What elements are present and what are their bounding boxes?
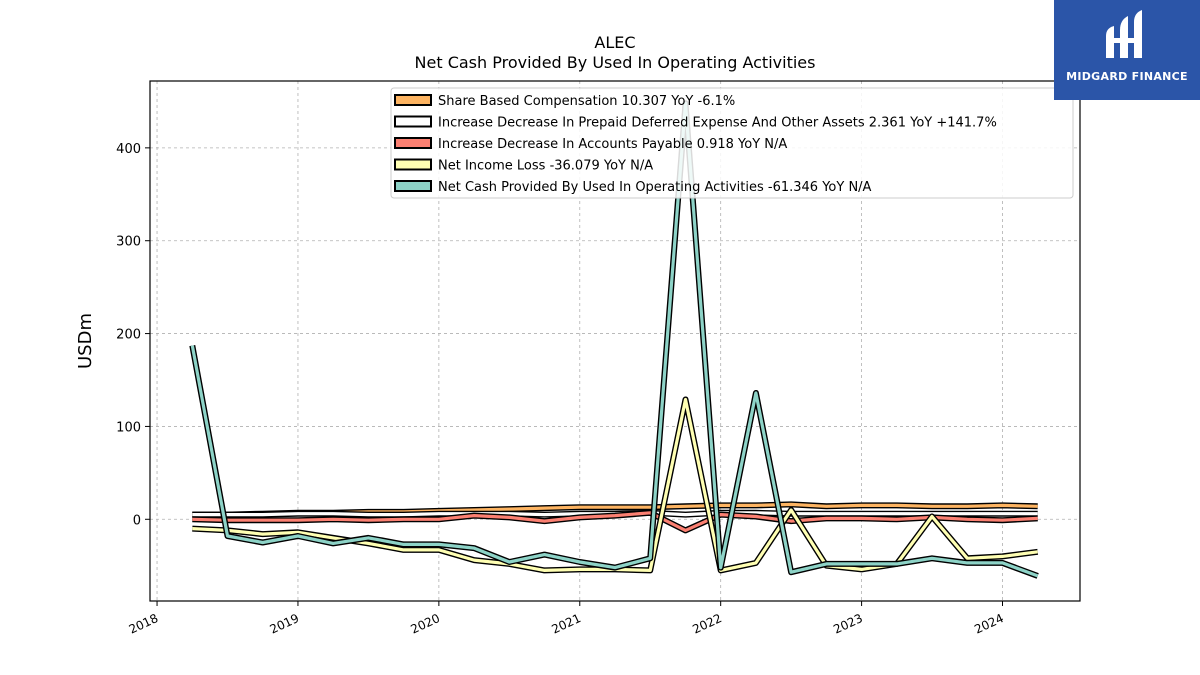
legend-swatch	[394, 137, 432, 149]
brand-logo: MIDGARD FINANCE	[1054, 0, 1200, 100]
chart-title: ALEC	[594, 33, 635, 52]
legend-swatch	[394, 158, 432, 171]
y-tick-label: 400	[116, 142, 141, 157]
x-tick-label: 2021	[549, 611, 583, 637]
y-tick-label: 100	[116, 420, 141, 435]
logo-text: MIDGARD FINANCE	[1066, 70, 1188, 83]
series-line-2	[192, 511, 1038, 533]
legend-swatch	[394, 180, 432, 192]
series-lines	[189, 100, 1039, 579]
legend-label: Net Cash Provided By Used In Operating A…	[438, 180, 872, 195]
legend: Share Based Compensation 10.307 YoY -6.1…	[390, 87, 1074, 199]
legend-label: Increase Decrease In Accounts Payable 0.…	[438, 137, 787, 152]
legend-label: Increase Decrease In Prepaid Deferred Ex…	[438, 116, 997, 131]
y-tick-label: 0	[133, 513, 141, 528]
x-tick-label: 2023	[831, 611, 865, 637]
legend-label: Net Income Loss -36.079 YoY N/A	[438, 159, 653, 174]
legend-swatch	[394, 94, 432, 106]
x-tick-label: 2018	[127, 611, 161, 637]
y-axis: 0 100 200 300 400	[116, 142, 150, 528]
logo-mark-icon	[1106, 10, 1142, 58]
x-tick-label: 2020	[409, 611, 443, 637]
series-line-4	[190, 101, 1039, 578]
x-tick-label: 2022	[690, 611, 724, 637]
y-axis-label: USDm	[75, 313, 96, 369]
chart-subtitle: Net Cash Provided By Used In Operating A…	[415, 53, 816, 72]
legend-swatch	[394, 115, 432, 128]
legend-label: Share Based Compensation 10.307 YoY -6.1…	[438, 94, 735, 109]
y-tick-label: 300	[116, 235, 141, 250]
x-tick-label: 2024	[972, 611, 1006, 637]
y-tick-label: 200	[116, 328, 141, 343]
series-line-3	[192, 397, 1038, 573]
x-tick-label: 2019	[268, 611, 302, 637]
legend-box	[390, 87, 1074, 199]
plot-frame	[149, 80, 1081, 602]
x-axis: 2018 2019 2020 2021 2022 2023 2024	[127, 601, 1006, 637]
